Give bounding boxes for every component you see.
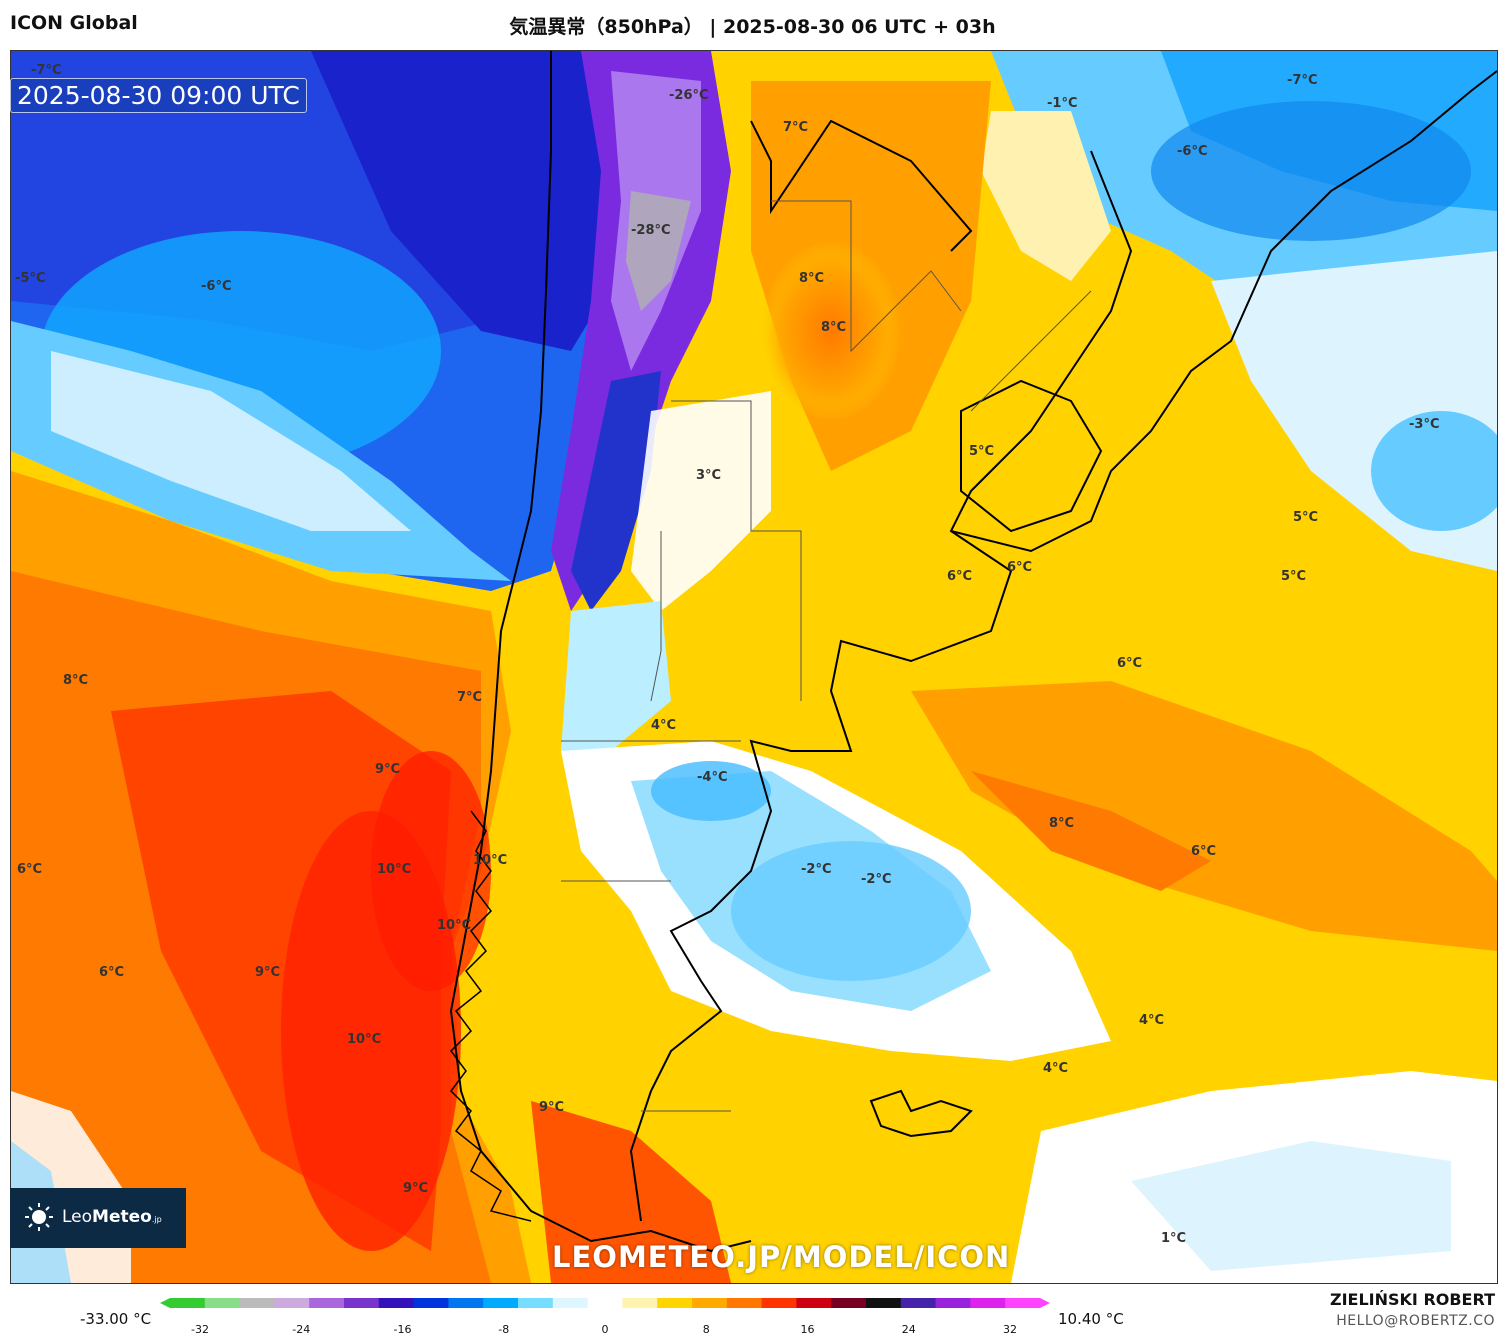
colorbar-swatch (413, 1298, 449, 1308)
map-label: 9°C (375, 762, 401, 777)
colorbar-swatch (761, 1298, 797, 1308)
colorbar-swatch (726, 1298, 763, 1308)
weather-map[interactable]: -7°C -26°C 7°C -1°C -7°C -6°C -28°C -5°C… (10, 50, 1498, 1284)
colorbar-tick-label: 0 (601, 1323, 609, 1336)
colorbar-swatch (587, 1298, 623, 1308)
model-name: ICON Global (10, 12, 138, 34)
colorbar-swatch (935, 1298, 971, 1308)
map-label: -7°C (1287, 73, 1318, 88)
colorbar-tick-label: -16 (393, 1323, 412, 1336)
map-label: 6°C (1007, 560, 1033, 575)
map-label: 10°C (437, 918, 472, 933)
colorbar-swatch (274, 1298, 310, 1308)
colorbar-swatch (970, 1298, 1006, 1308)
map-label: -2°C (801, 862, 832, 877)
author-name: ZIELIŃSKI ROBERT (1329, 1290, 1495, 1309)
colorbar-swatch (378, 1298, 415, 1308)
colorbar-tick-label: 32 (1003, 1323, 1017, 1336)
map-label: -6°C (201, 279, 232, 294)
map-label: 5°C (1293, 510, 1319, 525)
author-email[interactable]: HELLO@ROBERTZ.CO (1336, 1313, 1495, 1329)
colorbar-tick-label: 24 (901, 1323, 916, 1336)
map-label: -1°C (1047, 96, 1078, 111)
colorbar-swatch (692, 1298, 728, 1308)
map-label: 1°C (1161, 1231, 1187, 1246)
colorbar-swatch (622, 1298, 658, 1308)
map-label: 8°C (799, 271, 825, 286)
map-label: 7°C (783, 120, 809, 135)
colorbar-swatch (831, 1298, 867, 1308)
colorbar-tick-label: -8 (498, 1323, 510, 1336)
map-label: -26°C (669, 88, 709, 103)
map-label: 9°C (255, 965, 281, 980)
colorbar-swatch (552, 1298, 589, 1308)
map-label: 10°C (347, 1032, 382, 1047)
leometeo-logo[interactable]: LeoMeteo.jp (10, 1188, 186, 1248)
timestamp-badge: 2025-08-30 09:00 UTC (10, 78, 307, 113)
map-label: 6°C (947, 569, 973, 584)
map-label: 6°C (99, 965, 125, 980)
map-label: 4°C (1043, 1061, 1069, 1076)
colorbar-tick-label: 8 (702, 1323, 710, 1336)
map-label: 7°C (457, 690, 483, 705)
colorbar-swatch (170, 1298, 206, 1308)
map-label: -7°C (31, 63, 62, 78)
map-label: 4°C (1139, 1013, 1165, 1028)
colorbar-tick-label: -32 (191, 1323, 209, 1336)
colorbar-swatch (1005, 1298, 1041, 1308)
watermark-url: LEOMETEO.JP/MODEL/ICON (552, 1240, 1011, 1274)
map-label: -5°C (15, 271, 46, 286)
temperature-field (11, 51, 1497, 1283)
map-label: 9°C (403, 1181, 429, 1196)
colorbar-swatch (344, 1298, 380, 1308)
colorbar-swatch (518, 1298, 554, 1308)
colorbar-tick-label: -24 (292, 1323, 311, 1336)
map-label: 4°C (651, 718, 677, 733)
colorbar-swatch (448, 1298, 484, 1308)
map-label: -6°C (1177, 144, 1208, 159)
colorbar-swatch (239, 1298, 275, 1308)
map-label: -28°C (631, 223, 671, 238)
colorbar-high-arrow (1040, 1298, 1050, 1308)
colorbar (160, 1298, 1050, 1308)
map-label: 10°C (377, 862, 412, 877)
map-label: -4°C (697, 770, 728, 785)
map-label: 5°C (969, 444, 995, 459)
map-label: 8°C (63, 673, 89, 688)
map-label: 3°C (696, 468, 722, 483)
colorbar-swatch (309, 1298, 345, 1308)
colorbar-min-label: -33.00 °C (80, 1310, 152, 1328)
map-title: 気温異常（850hPa） | 2025-08-30 06 UTC + 03h (509, 16, 996, 38)
colorbar-swatch (204, 1298, 241, 1308)
colorbar-swatch (796, 1298, 832, 1308)
map-label: 5°C (1281, 569, 1307, 584)
map-label: -3°C (1409, 417, 1440, 432)
map-label: 6°C (1117, 656, 1143, 671)
colorbar-swatch (657, 1298, 693, 1308)
colorbar-swatch (483, 1298, 519, 1308)
map-label: 6°C (1191, 844, 1217, 859)
colorbar-max-label: 10.40 °C (1058, 1310, 1124, 1328)
sun-icon (25, 1203, 53, 1231)
colorbar-low-arrow (160, 1298, 170, 1308)
map-label: 8°C (1049, 816, 1075, 831)
colorbar-swatch (900, 1298, 937, 1308)
map-label: 10°C (473, 853, 508, 868)
colorbar-tick-label: 16 (800, 1323, 815, 1336)
map-label: 9°C (539, 1100, 565, 1115)
map-label: 6°C (17, 862, 43, 877)
logo-text: LeoMeteo.jp (62, 1207, 162, 1227)
colorbar-swatch (866, 1298, 902, 1308)
map-label: -2°C (861, 872, 892, 887)
map-label: 8°C (821, 320, 847, 335)
